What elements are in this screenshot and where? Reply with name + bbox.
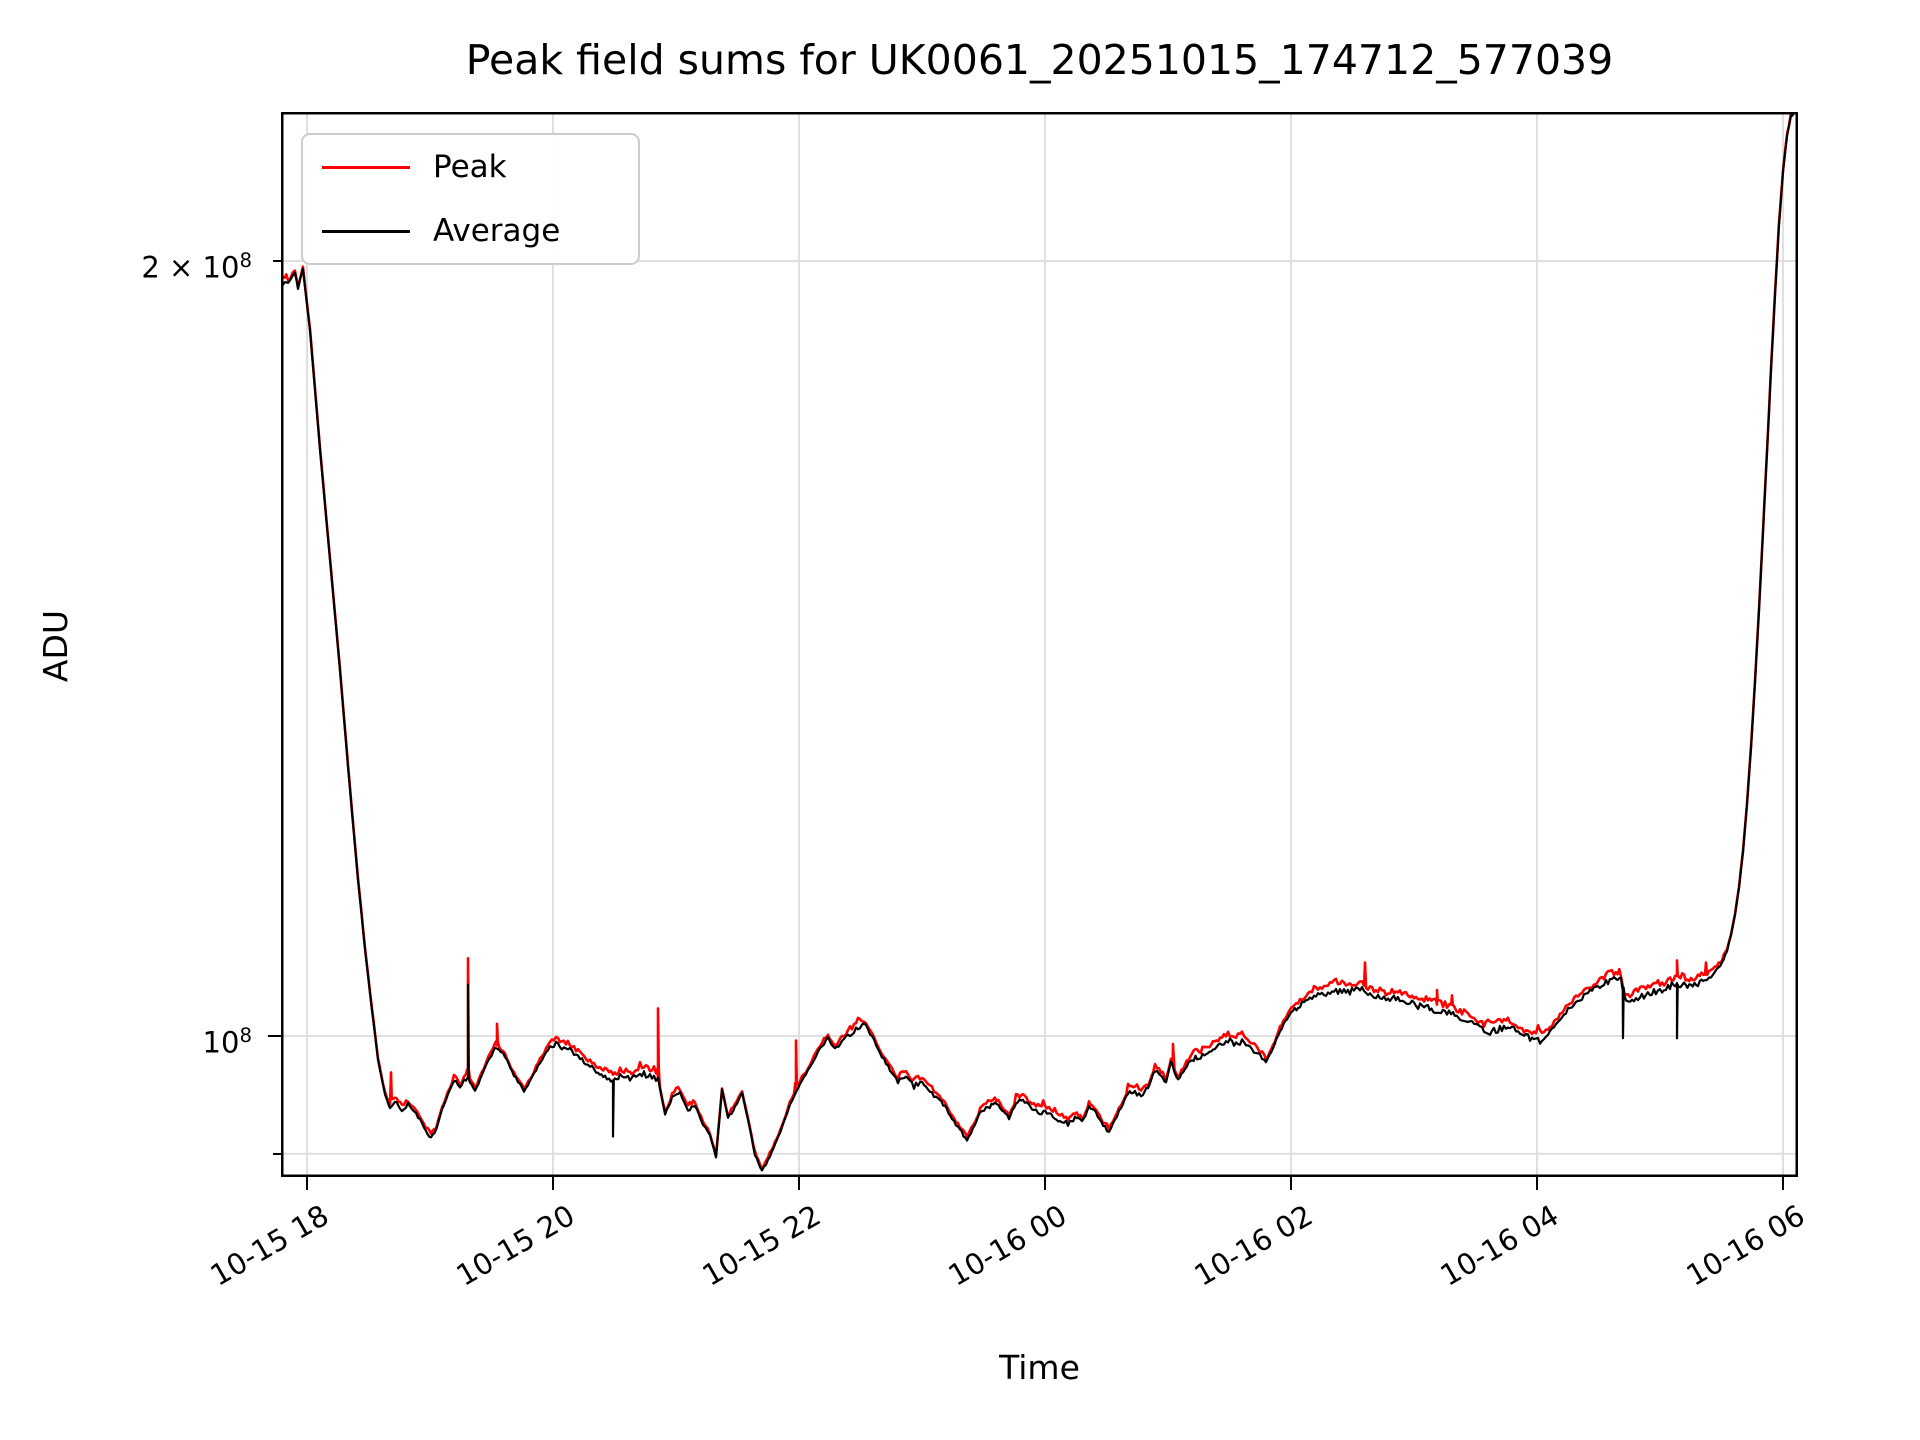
peak-line-sample [322, 165, 410, 169]
legend-item-average: Average [322, 199, 638, 263]
x-tick-mark [1782, 1177, 1784, 1190]
x-tick-mark [798, 1177, 800, 1190]
x-tick-mark [1536, 1177, 1538, 1190]
peak-series-line [281, 112, 1793, 1171]
legend: Peak Average [301, 133, 640, 265]
x-tick-mark [306, 1177, 308, 1190]
axes-frame [281, 112, 1798, 1177]
chart-title: Peak field sums for UK0061_20251015_1747… [465, 36, 1614, 84]
x-tick-mark [552, 1177, 554, 1190]
y-tick-label-2e8: 2 × 108 [141, 249, 252, 285]
plot-area [281, 112, 1798, 1177]
x-tick-mark [1290, 1177, 1292, 1190]
y-tick-mark [268, 1035, 281, 1037]
x-tick-mark [1044, 1177, 1046, 1190]
y-tick-mark [273, 1152, 281, 1155]
y-tick-mark [273, 260, 281, 263]
legend-label-average: Average [433, 213, 561, 249]
legend-label-peak: Peak [433, 149, 507, 185]
y-axis-label: ADU [36, 609, 75, 683]
average-line-sample [322, 229, 410, 233]
average-series-line [281, 112, 1796, 1172]
x-axis-label: Time [999, 1348, 1080, 1387]
y-tick-label-1e8: 108 [202, 1024, 252, 1060]
legend-item-peak: Peak [322, 135, 638, 199]
